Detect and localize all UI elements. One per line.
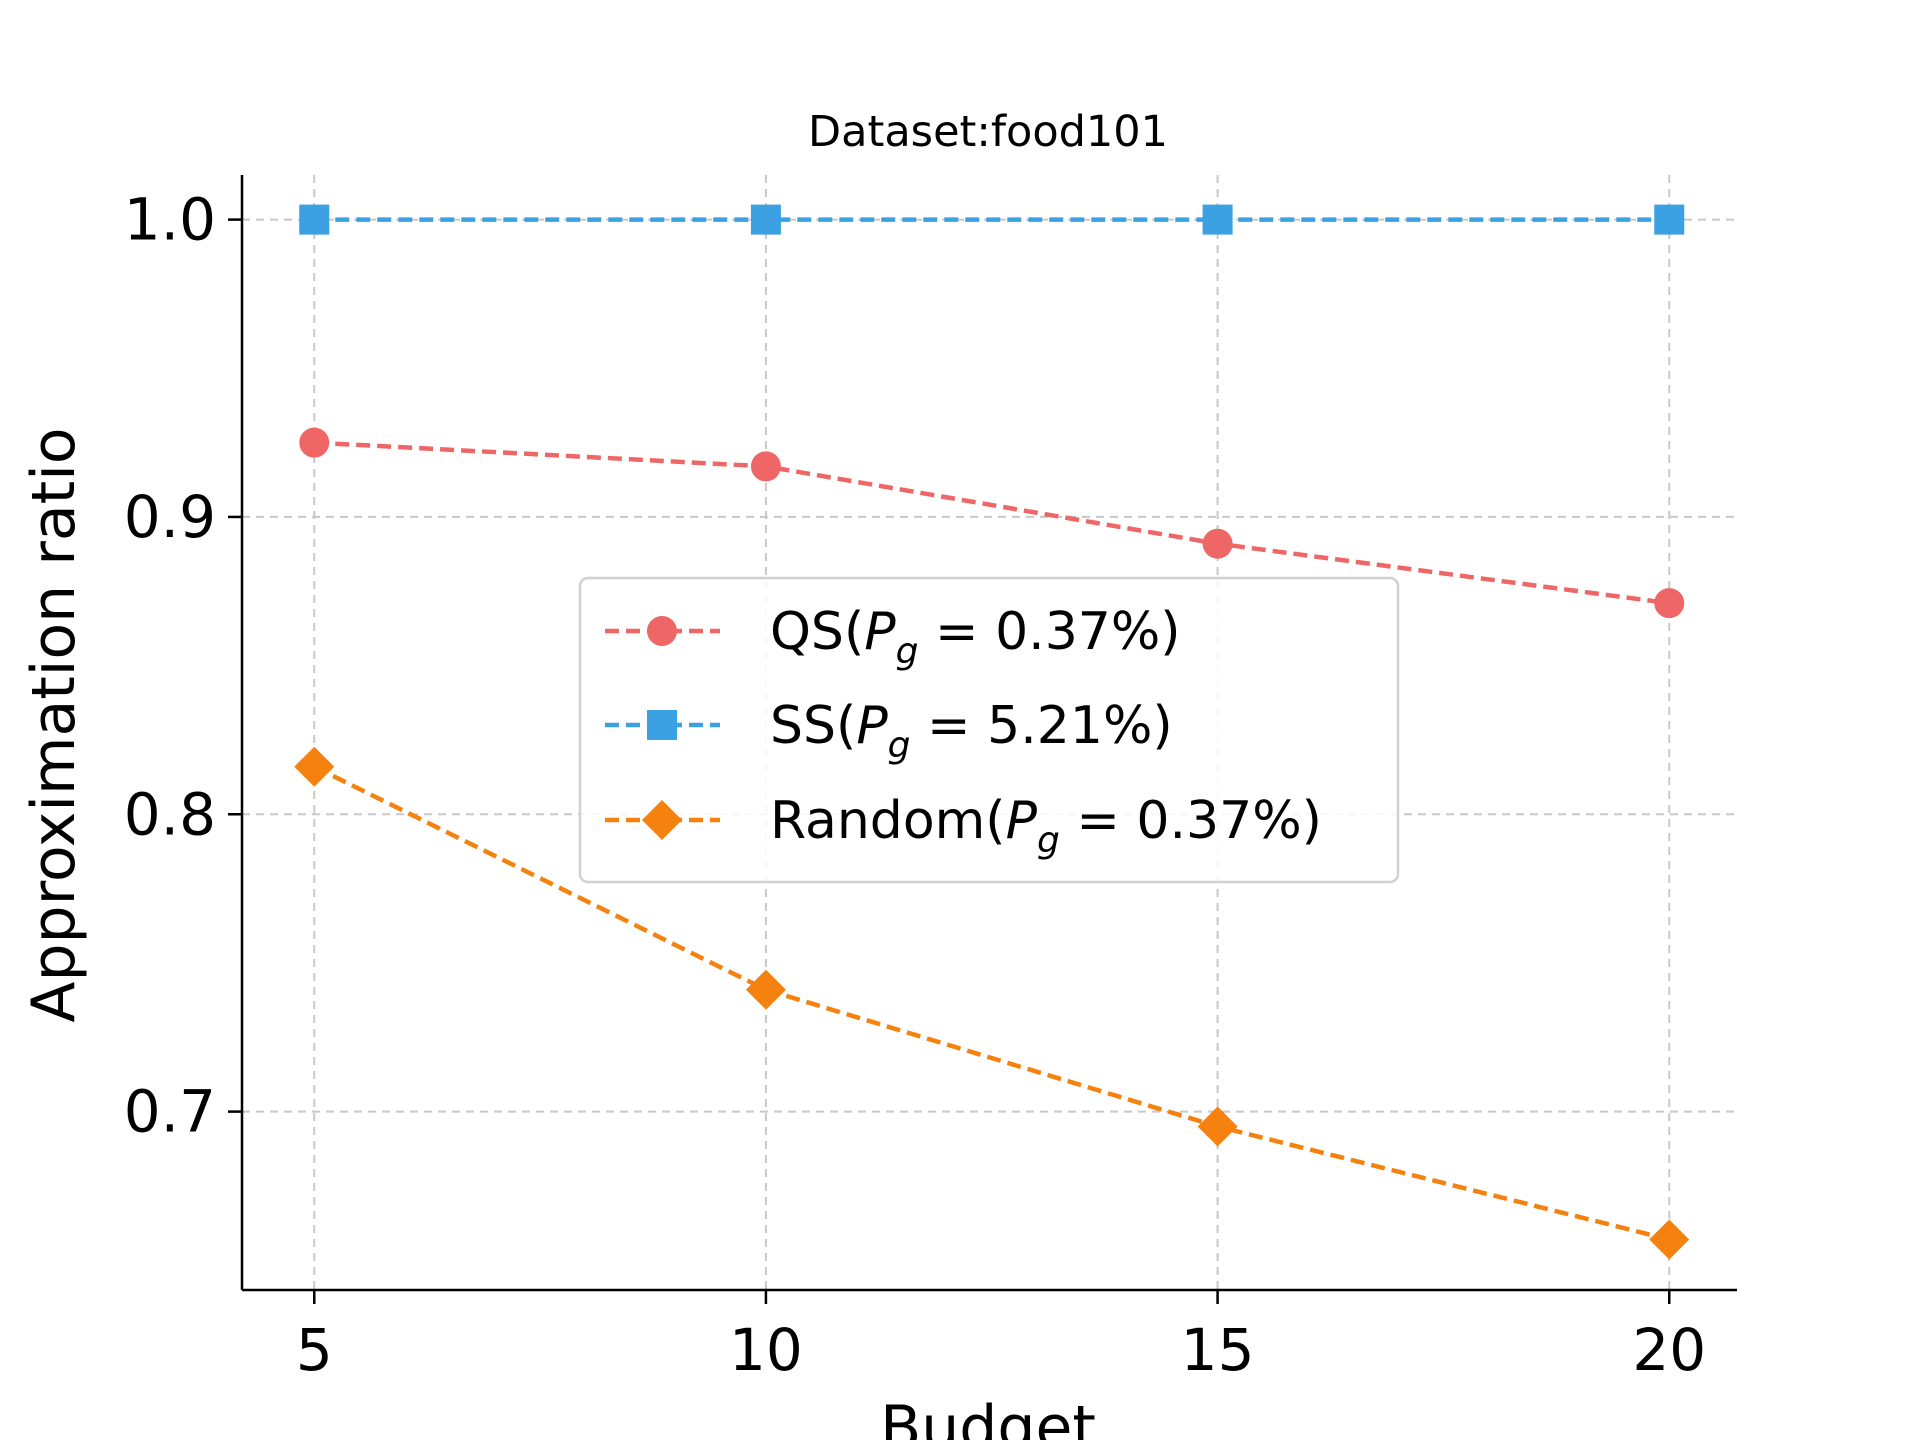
data-point-qs (1654, 588, 1685, 619)
series-line-random (313, 764, 1670, 1242)
y-tick-label: 0.7 (124, 1078, 216, 1146)
legend-label: SS(Pg = 5.21%) (770, 696, 1173, 766)
data-point-qs (1202, 528, 1233, 559)
data-point-ss (299, 204, 330, 235)
series-layer (294, 204, 1690, 1260)
legend-entry-qs: QS(Pg = 0.37%) (605, 602, 1181, 672)
data-point-ss (750, 204, 781, 235)
data-point-qs (750, 451, 781, 482)
chart-title: Dataset:food101 (808, 107, 1168, 157)
data-point-ss (1202, 204, 1233, 235)
y-tick-label: 0.9 (124, 483, 216, 551)
axes: 5 10 15 20 0.7 0.8 0.9 1.0 (124, 175, 1737, 1384)
y-tick-label: 1.0 (124, 186, 216, 254)
legend-box (578, 576, 1400, 884)
y-axis-label: Approximation ratio (19, 427, 89, 1022)
series-ss (299, 204, 1685, 235)
x-tick-label: 5 (296, 1316, 333, 1384)
x-tick-label: 10 (729, 1316, 803, 1384)
legend-label: QS(Pg = 0.37%) (770, 602, 1181, 672)
data-point-qs (299, 427, 330, 458)
x-tick-label: 15 (1181, 1316, 1255, 1384)
data-point-random (1649, 1219, 1690, 1260)
legend-label: Random(Pg = 0.37%) (770, 791, 1322, 861)
x-tick-label: 20 (1632, 1316, 1706, 1384)
legend: QS(Pg = 0.37%) SS(Pg = 5.21%) Random(Pg = … (578, 576, 1400, 884)
legend-marker (647, 616, 677, 646)
series-line-qs (314, 440, 1670, 606)
legend-marker (642, 800, 682, 840)
data-point-random (294, 746, 335, 787)
series-qs (299, 427, 1685, 619)
legend-entry-random: Random(Pg = 0.37%) (605, 791, 1322, 861)
data-point-ss (1654, 204, 1685, 235)
legend-marker (647, 710, 677, 740)
data-point-random (1197, 1106, 1238, 1147)
legend-entry-ss: SS(Pg = 5.21%) (605, 696, 1173, 766)
y-tick-label: 0.8 (124, 780, 216, 848)
data-point-random (745, 969, 786, 1010)
series-random (294, 746, 1690, 1260)
x-axis-label: Budget (880, 1393, 1096, 1440)
